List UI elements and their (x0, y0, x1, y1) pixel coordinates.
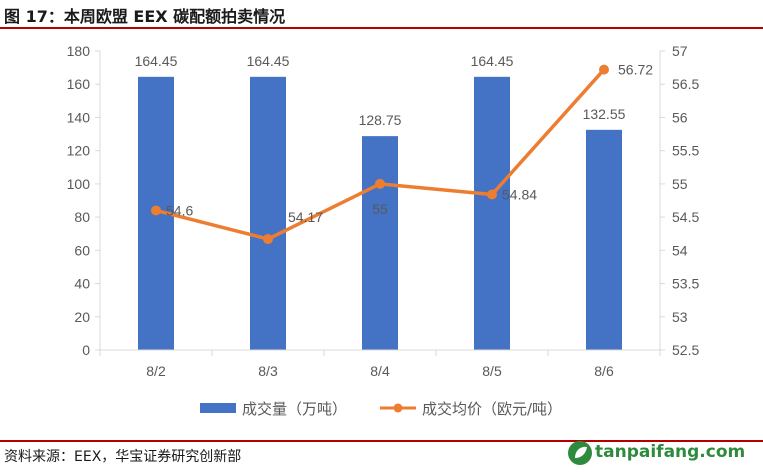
chart-area: 0 20 40 60 80 100 120 140 160 180 52.5 53 53.5 54 54.… (67, 43, 700, 379)
right-tick-label: 56 (672, 109, 688, 125)
right-tick-label: 56.5 (672, 76, 699, 92)
legend-bar-swatch (200, 403, 236, 413)
legend-line-swatch (380, 403, 416, 413)
left-tick-label: 40 (74, 276, 90, 292)
volume-data-label: 164.45 (471, 53, 514, 69)
site-watermark: tanpaifang.com (565, 440, 760, 468)
price-point (599, 64, 609, 75)
volume-bar (474, 76, 510, 351)
left-tick-label: 0 (82, 342, 90, 358)
price-data-label: 54.17 (288, 209, 323, 225)
left-tick-label: 80 (74, 209, 90, 225)
right-tick-label: 57 (672, 43, 688, 59)
title-rule (0, 27, 763, 29)
x-tick-label: 8/6 (594, 363, 614, 379)
right-tick-label: 53.5 (672, 276, 699, 292)
x-tick-label: 8/3 (258, 363, 278, 379)
right-tick-label: 54.5 (672, 209, 699, 225)
bar-data-labels: 164.45 164.45 128.75 164.45 132.55 (135, 53, 626, 128)
x-tick-label: 8/4 (370, 363, 390, 379)
right-tick-label: 55 (672, 176, 688, 192)
right-tick-label: 52.5 (672, 342, 699, 358)
price-data-label: 55 (372, 201, 388, 217)
source-note: 资料来源：EEX，华宝证券研究创新部 (4, 449, 242, 465)
x-tick-label: 8/5 (482, 363, 502, 379)
left-tick-label: 20 (74, 309, 90, 325)
right-y-axis: 52.5 53 53.5 54 54.5 55 55.5 56 56.5 57 (659, 43, 699, 358)
watermark-text: tanpaifang.com (595, 442, 746, 462)
right-tick-label: 54 (672, 242, 688, 258)
legend-label-price: 成交均价（欧元/吨） (422, 400, 563, 418)
left-y-axis: 0 20 40 60 80 100 120 140 160 180 (67, 43, 101, 358)
volume-data-label: 128.75 (359, 112, 402, 128)
volume-bar (586, 129, 622, 350)
volume-bar (250, 76, 286, 351)
price-data-label: 54.84 (502, 187, 537, 203)
price-data-label: 56.72 (618, 62, 653, 78)
price-point (151, 205, 161, 216)
price-point (263, 234, 273, 245)
left-tick-label: 60 (74, 242, 90, 258)
figure-title: 图 17：本周欧盟 EEX 碳配额拍卖情况 (4, 7, 286, 26)
left-tick-label: 100 (67, 176, 91, 192)
footer-rule (0, 440, 763, 442)
left-tick-label: 180 (67, 43, 91, 59)
line-data-labels: 54.6 54.17 55 54.84 56.72 (166, 62, 653, 225)
right-tick-label: 55.5 (672, 143, 699, 159)
price-point (375, 178, 385, 189)
volume-data-label: 164.45 (247, 53, 290, 69)
left-tick-label: 160 (67, 76, 91, 92)
volume-data-label: 132.55 (583, 106, 626, 122)
left-tick-label: 120 (67, 143, 91, 159)
legend-label-volume: 成交量（万吨） (242, 400, 348, 418)
price-line (151, 64, 609, 245)
figure-title-bar: 图 17：本周欧盟 EEX 碳配额拍卖情况 (0, 0, 763, 30)
leaf-logo-icon (568, 441, 592, 465)
volume-bar (362, 136, 398, 350)
volume-data-label: 164.45 (135, 53, 178, 69)
price-point (487, 189, 497, 200)
x-axis: 8/2 8/3 8/4 8/5 8/6 (99, 349, 661, 379)
left-tick-label: 140 (67, 109, 91, 125)
right-tick-label: 53 (672, 309, 688, 325)
price-data-label: 54.6 (166, 202, 193, 218)
x-tick-label: 8/2 (146, 363, 166, 379)
